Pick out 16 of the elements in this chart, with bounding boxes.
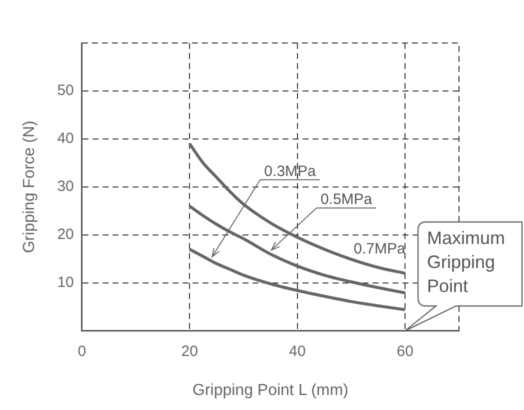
line-series xyxy=(188,142,407,275)
y-tick-label: 20 xyxy=(57,226,74,244)
annotation: Maximum Gripping Point xyxy=(427,227,506,298)
x-tick-label: 20 xyxy=(181,342,198,360)
x-tick-label: 60 xyxy=(396,342,414,360)
y-axis-title: Gripping Force (N) xyxy=(21,120,38,254)
y-tick-label: 30 xyxy=(57,178,74,196)
x-tick-label: 0 xyxy=(78,342,86,360)
y-tick-label: 50 xyxy=(57,82,74,100)
y-tick-label: 40 xyxy=(57,130,74,148)
x-axis-title: Gripping Point L (mm) xyxy=(192,382,348,399)
series-label: 0.7MPa xyxy=(354,240,406,258)
y-tick-label: 10 xyxy=(57,274,74,291)
text: 0.5MPa xyxy=(320,191,373,208)
x-tick-label: 40 xyxy=(289,342,306,360)
text: 0.3MPa xyxy=(264,162,317,180)
